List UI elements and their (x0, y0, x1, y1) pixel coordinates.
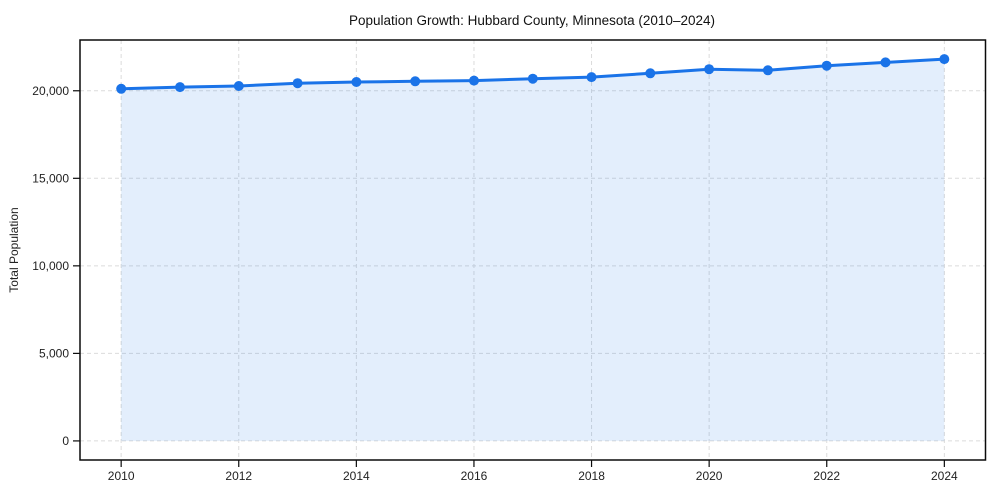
chart-title: Population Growth: Hubbard County, Minne… (349, 13, 715, 28)
data-point-2016 (469, 75, 479, 86)
x-tick-label: 2020 (696, 469, 723, 483)
data-point-2014 (351, 77, 362, 87)
x-tick-label: 2016 (461, 469, 488, 483)
plot-border (79, 39, 987, 461)
y-tick-label: 15,000 (32, 172, 69, 186)
y-axis-label: Total Population (7, 207, 21, 292)
data-point-2018 (586, 72, 597, 83)
data-point-2015 (410, 76, 421, 87)
data-point-2011 (175, 82, 185, 93)
y-tick-label: 10,000 (32, 259, 69, 273)
y-tick-label: 5,000 (39, 347, 69, 361)
data-point-2021 (762, 65, 773, 76)
data-point-2023 (880, 57, 891, 68)
data-point-2019 (645, 68, 656, 79)
x-tick-label: 2024 (931, 469, 958, 483)
data-point-2020 (704, 64, 715, 75)
x-tick-label: 2014 (343, 469, 370, 483)
data-point-2010 (116, 83, 127, 94)
x-tick-label: 2010 (108, 469, 135, 483)
data-point-2017 (527, 73, 538, 84)
y-tick-label: 20,000 (32, 84, 69, 98)
y-tick-label: 0 (62, 434, 69, 448)
data-point-2013 (292, 78, 303, 89)
data-point-2022 (821, 60, 832, 71)
x-tick-label: 2022 (813, 469, 840, 483)
gridlines (80, 40, 986, 460)
data-point-2012 (233, 81, 244, 91)
area-fill (121, 59, 945, 441)
x-tick-label: 2012 (225, 469, 252, 483)
x-tick-label: 2018 (578, 469, 605, 483)
data-point-2024 (939, 54, 950, 65)
data-series (116, 54, 950, 441)
axes: 0 5,000 10,000 15,000 20,000 2010 2012 2014 2016… (32, 39, 987, 483)
